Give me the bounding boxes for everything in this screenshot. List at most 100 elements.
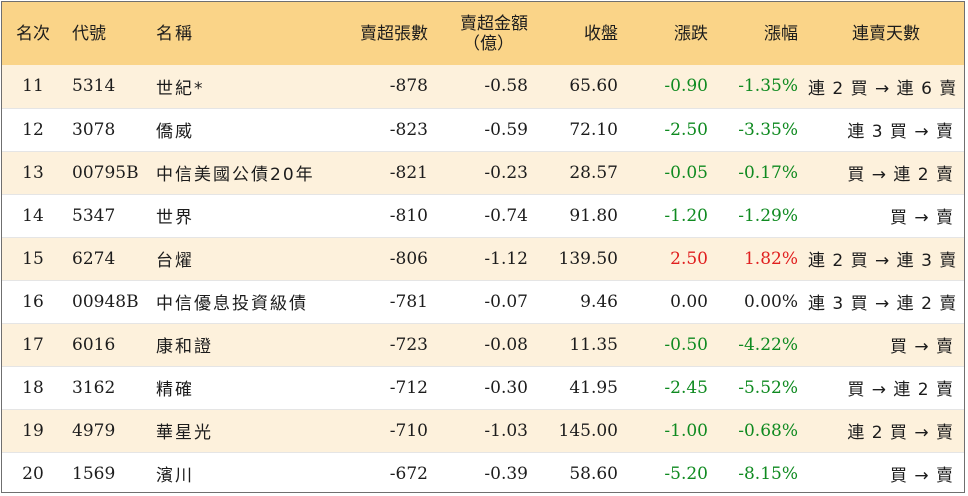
- header-sell-amount[interactable]: 賣超金額 （億）: [438, 2, 538, 65]
- close-cell: 41.95: [538, 366, 628, 410]
- name-cell: 精確: [152, 366, 342, 410]
- table-row[interactable]: 13 00795B 中信美國公債20年 -821 -0.23 28.57 -0.05 -0.1…: [2, 151, 964, 195]
- streak-text: 連 2 買 → 賣: [847, 423, 954, 443]
- change-pct-cell: -4.22%: [718, 323, 808, 367]
- sell-amount-cell: -0.07: [438, 280, 538, 324]
- sell-volume-cell: -723: [342, 323, 438, 367]
- sell-volume-cell: -878: [342, 65, 438, 109]
- change-pct-cell: -0.17%: [718, 151, 808, 195]
- rank-cell: 15: [2, 237, 64, 281]
- table-row[interactable]: 11 5314 世紀* -878 -0.58 65.60 -0.90 -1.35% 連 2 買 …: [2, 65, 964, 109]
- change-pct-cell: -0.68%: [718, 409, 808, 453]
- streak-text: 買 → 賣: [889, 208, 954, 228]
- change-cell: -2.45: [628, 366, 718, 410]
- name-cell: 中信美國公債20年: [152, 151, 342, 195]
- table-row[interactable]: 16 00948B 中信優息投資級債 -781 -0.07 9.46 0.00 0.00% 連 …: [2, 280, 964, 324]
- header-streak[interactable]: 連賣天數: [852, 23, 920, 44]
- code-cell: 5314: [64, 65, 152, 109]
- header-sell-amount-line1: 賣超金額: [460, 13, 528, 34]
- header-close[interactable]: 收盤: [584, 23, 618, 44]
- change-pct-cell: 0.00%: [718, 280, 808, 324]
- streak-cell: 連 2 買 → 連 6 賣: [808, 65, 964, 109]
- rank-cell: 11: [2, 65, 64, 109]
- streak-cell: 買 → 賣: [808, 194, 964, 238]
- code-cell: 00948B: [64, 280, 152, 324]
- header-sell-volume[interactable]: 賣超張數: [360, 23, 428, 44]
- sell-volume-cell: -781: [342, 280, 438, 324]
- streak-text: 連 3 買 → 連 2 賣: [808, 294, 958, 314]
- sell-amount-cell: -0.08: [438, 323, 538, 367]
- streak-cell: 連 3 買 → 連 2 賣: [808, 280, 964, 324]
- name-cell: 華星光: [152, 409, 342, 453]
- change-pct-cell: -1.35%: [718, 65, 808, 109]
- close-cell: 91.80: [538, 194, 628, 238]
- streak-text: 連 2 買 → 連 3 賣: [808, 251, 958, 271]
- close-cell: 58.60: [538, 452, 628, 492]
- streak-cell: 買 → 連 2 賣: [808, 151, 964, 195]
- table-row[interactable]: 17 6016 康和證 -723 -0.08 11.35 -0.50 -4.22% 買 → 賣: [2, 323, 964, 367]
- rank-cell: 14: [2, 194, 64, 238]
- table-body: 11 5314 世紀* -878 -0.58 65.60 -0.90 -1.35% 連 2 買 …: [2, 65, 964, 492]
- table-row[interactable]: 14 5347 世界 -810 -0.74 91.80 -1.20 -1.29% 買 → 賣: [2, 194, 964, 238]
- streak-text: 買 → 賣: [889, 337, 954, 357]
- rank-cell: 13: [2, 151, 64, 195]
- streak-cell: 連 2 買 → 賣: [808, 409, 964, 453]
- sell-volume-cell: -821: [342, 151, 438, 195]
- header-change[interactable]: 漲跌: [674, 23, 708, 44]
- streak-cell: 買 → 連 2 賣: [808, 366, 964, 410]
- header-name[interactable]: 名稱: [156, 23, 194, 44]
- change-cell: -0.90: [628, 65, 718, 109]
- streak-cell: 連 2 買 → 連 3 賣: [808, 237, 964, 281]
- change-pct-cell: -8.15%: [718, 452, 808, 492]
- close-cell: 9.46: [538, 280, 628, 324]
- sell-volume-cell: -712: [342, 366, 438, 410]
- code-cell: 1569: [64, 452, 152, 492]
- table-row[interactable]: 12 3078 僑威 -823 -0.59 72.10 -2.50 -3.35% 連 3 買 →…: [2, 108, 964, 152]
- sell-amount-cell: -0.23: [438, 151, 538, 195]
- sell-amount-cell: -0.59: [438, 108, 538, 152]
- close-cell: 28.57: [538, 151, 628, 195]
- sell-amount-cell: -0.39: [438, 452, 538, 492]
- name-cell: 康和證: [152, 323, 342, 367]
- code-cell: 5347: [64, 194, 152, 238]
- header-code[interactable]: 代號: [72, 23, 106, 44]
- change-cell: -0.05: [628, 151, 718, 195]
- change-pct-cell: 1.82%: [718, 237, 808, 281]
- change-cell: -0.50: [628, 323, 718, 367]
- rank-cell: 12: [2, 108, 64, 152]
- code-cell: 4979: [64, 409, 152, 453]
- sell-volume-cell: -823: [342, 108, 438, 152]
- rank-cell: 17: [2, 323, 64, 367]
- name-cell: 台燿: [152, 237, 342, 281]
- rank-cell: 16: [2, 280, 64, 324]
- sell-amount-cell: -0.58: [438, 65, 538, 109]
- code-cell: 3078: [64, 108, 152, 152]
- sell-volume-cell: -672: [342, 452, 438, 492]
- header-change-pct[interactable]: 漲幅: [764, 23, 798, 44]
- table-row[interactable]: 19 4979 華星光 -710 -1.03 145.00 -1.00 -0.68% 連 2 買…: [2, 409, 964, 453]
- name-cell: 濱川: [152, 452, 342, 492]
- streak-text: 買 → 連 2 賣: [847, 380, 954, 400]
- code-cell: 3162: [64, 366, 152, 410]
- change-pct-cell: -3.35%: [718, 108, 808, 152]
- header-rank[interactable]: 名次: [16, 23, 50, 44]
- table-row[interactable]: 15 6274 台燿 -806 -1.12 139.50 2.50 1.82% 連 2 買 → …: [2, 237, 964, 281]
- change-cell: 0.00: [628, 280, 718, 324]
- streak-cell: 連 3 買 → 賣: [808, 108, 964, 152]
- change-cell: -1.00: [628, 409, 718, 453]
- name-cell: 世紀*: [152, 65, 342, 109]
- close-cell: 11.35: [538, 323, 628, 367]
- close-cell: 72.10: [538, 108, 628, 152]
- change-cell: 2.50: [628, 237, 718, 281]
- streak-text: 連 3 買 → 賣: [847, 122, 954, 142]
- close-cell: 139.50: [538, 237, 628, 281]
- change-pct-cell: -1.29%: [718, 194, 808, 238]
- change-cell: -1.20: [628, 194, 718, 238]
- rank-cell: 20: [2, 452, 64, 492]
- table-row[interactable]: 18 3162 精確 -712 -0.30 41.95 -2.45 -5.52% 買 → 連 2…: [2, 366, 964, 410]
- table-row[interactable]: 20 1569 濱川 -672 -0.39 58.60 -5.20 -8.15% 買 → 賣: [2, 452, 964, 492]
- name-cell: 中信優息投資級債: [152, 280, 342, 324]
- streak-text: 連 2 買 → 連 6 賣: [808, 78, 958, 99]
- change-cell: -5.20: [628, 452, 718, 492]
